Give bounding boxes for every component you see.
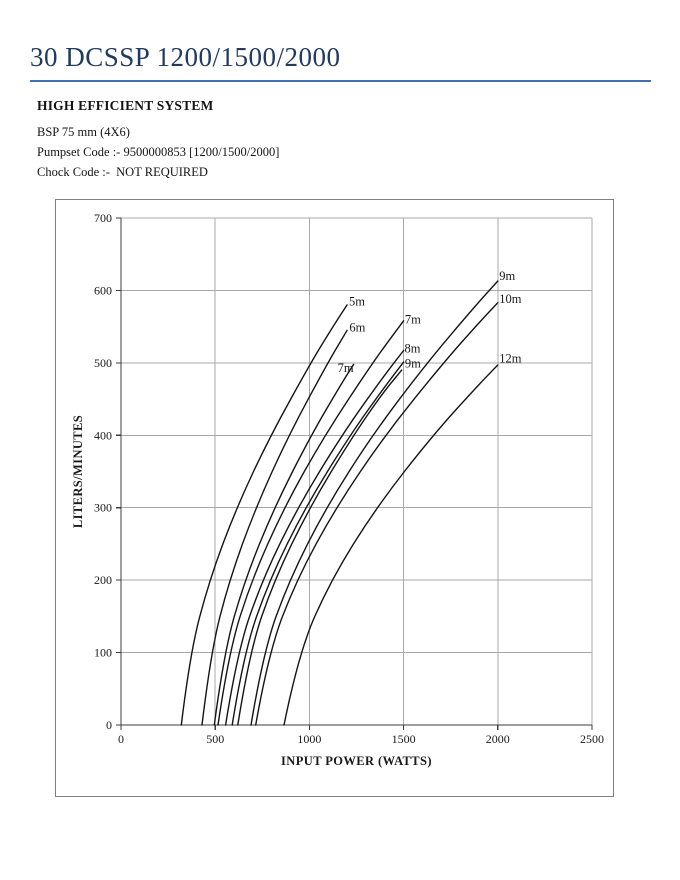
curve-9m-1500 [231, 361, 405, 726]
spec-heading: HIGH EFFICIENT SYSTEM [37, 98, 214, 113]
gridlines [121, 217, 593, 725]
page-title: 30 DCSSP 1200/1500/2000 [30, 42, 341, 72]
spec-block: HIGH EFFICIENT SYSTEM BSP 75 mm (4X6) Pu… [37, 98, 279, 182]
curve-label-7m-1500: 7m [405, 312, 421, 326]
tick-labels: 0 100 200 300 400 500 600 700 0 500 1000 1500 2000 25… [94, 211, 604, 746]
spec-line-chock-code: Chock Code :- NOT REQUIRED [37, 165, 208, 179]
x-tick-label: 2500 [580, 732, 604, 746]
pump-curves [180, 280, 499, 726]
x-tick-label: 1500 [392, 732, 416, 746]
curve-8m-1500 [224, 349, 405, 726]
spec-line-pumpset-code: Pumpset Code :- 9500000853 [1200/1500/20… [37, 145, 280, 159]
y-tick-label: 200 [94, 573, 112, 587]
y-tick-label: 0 [106, 718, 112, 732]
curve-label-9m-1500: 9m [405, 357, 421, 371]
curve-7m-1500 [217, 320, 405, 726]
x-axis-title: INPUT POWER (WATTS) [281, 754, 432, 768]
curve-12m-2000 [283, 364, 499, 726]
y-tick-label: 600 [94, 283, 112, 297]
y-tick-label: 700 [94, 211, 112, 225]
curve-labels: 5m 6m 7m 7m 8m 9m 9m 10m 12m [338, 269, 522, 375]
y-tick-label: 500 [94, 356, 112, 370]
y-tick-label: 300 [94, 501, 112, 515]
curve-5m-1200 [180, 304, 348, 726]
curve-9m-2000 [250, 280, 499, 726]
curve-10m-2000 [255, 302, 499, 726]
title-rule [30, 80, 651, 82]
y-axis-title: LITERS/MINUTES [71, 415, 85, 528]
y-tick-label: 400 [94, 428, 112, 442]
curve-label-12m-2000: 12m [499, 352, 522, 366]
curve-unlabeled [237, 369, 403, 726]
x-tick-label: 0 [118, 732, 124, 746]
curve-label-9m-2000: 9m [499, 269, 515, 283]
curve-label-8m-1500: 8m [405, 341, 421, 355]
curve-label-7m-1200: 7m [338, 361, 354, 375]
y-tick-label: 100 [94, 646, 112, 660]
curve-label-10m-2000: 10m [499, 292, 522, 306]
curve-label-5m-1200: 5m [349, 294, 365, 308]
pump-performance-chart: 0 100 200 300 400 500 600 700 0 500 1000 1500 2000 25… [71, 211, 604, 768]
curve-label-6m-1200: 6m [349, 320, 365, 334]
x-tick-label: 2000 [486, 732, 510, 746]
curve-6m-1200 [201, 329, 348, 726]
x-tick-label: 1000 [297, 732, 321, 746]
spec-line-bsp: BSP 75 mm (4X6) [37, 125, 130, 139]
curve-7m-1200 [213, 363, 355, 726]
axes [116, 217, 593, 730]
x-tick-label: 500 [206, 732, 224, 746]
chart-frame: 0 100 200 300 400 500 600 700 0 500 1000 1500 2000 25… [55, 199, 614, 797]
